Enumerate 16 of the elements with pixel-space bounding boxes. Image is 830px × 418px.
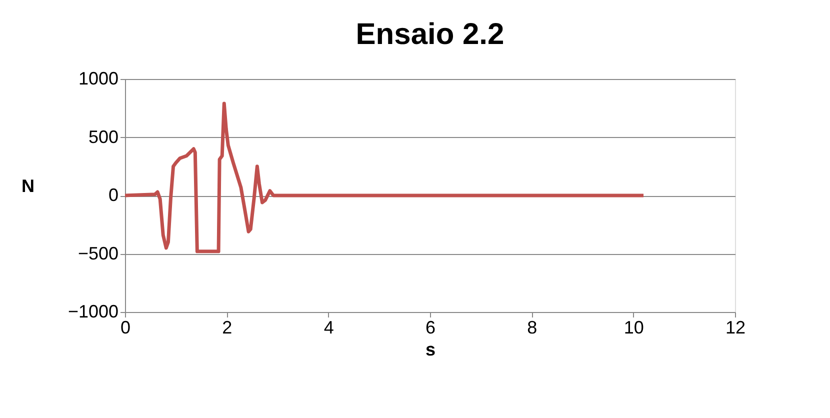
y-tick-label: −1000 bbox=[68, 302, 118, 322]
y-tick-label: 0 bbox=[108, 185, 118, 205]
x-axis-title: s bbox=[425, 340, 436, 360]
y-axis-title: N bbox=[21, 176, 34, 196]
x-tick-label: 10 bbox=[624, 318, 644, 338]
chart-title: Ensaio 2.2 bbox=[356, 18, 504, 51]
x-tick-label: 2 bbox=[222, 318, 232, 338]
y-tick-label: −500 bbox=[78, 243, 118, 264]
x-tick-label: 4 bbox=[324, 318, 334, 338]
y-tick-label: 500 bbox=[88, 126, 118, 147]
y-tick-label: 1000 bbox=[78, 68, 118, 88]
x-tick-label: 8 bbox=[527, 318, 538, 338]
line-series bbox=[123, 102, 646, 254]
x-tick-label: 12 bbox=[725, 318, 746, 338]
x-tick-label: 0 bbox=[120, 318, 131, 338]
x-tick-label: 6 bbox=[425, 318, 436, 338]
